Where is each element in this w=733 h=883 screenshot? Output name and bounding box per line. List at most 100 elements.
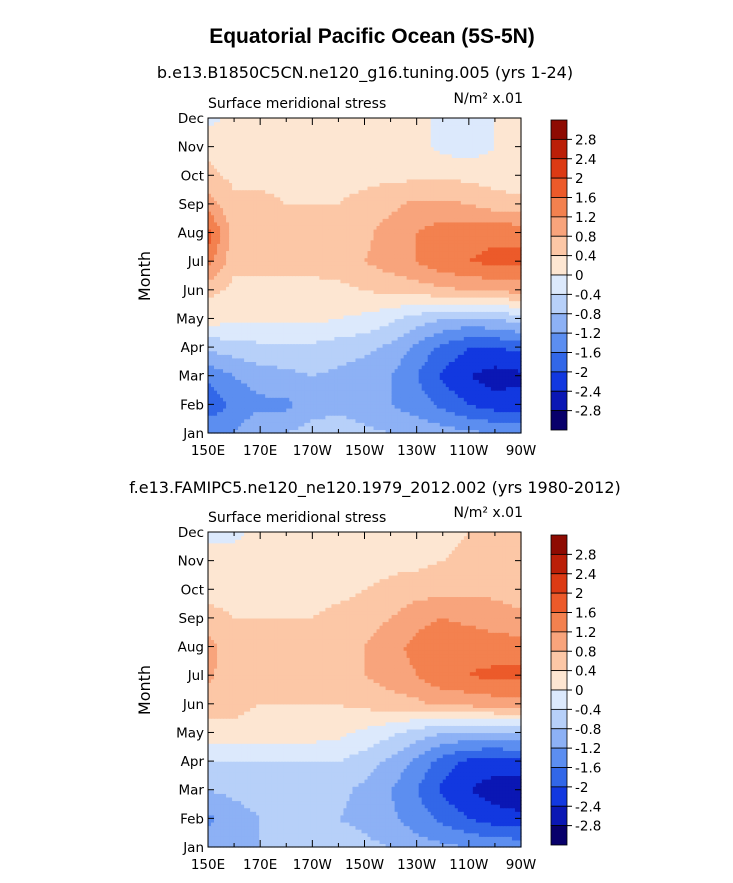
contour-cell — [262, 314, 266, 320]
contour-cell — [337, 282, 342, 287]
contour-cell — [217, 386, 221, 391]
contour-cell — [403, 336, 408, 341]
contour-cell — [244, 368, 248, 373]
contour-cell — [277, 372, 281, 377]
contour-cell — [358, 339, 363, 345]
contour-cell — [313, 293, 317, 298]
contour-cell — [358, 425, 363, 431]
contour-cell — [484, 296, 489, 302]
contour-cell — [460, 386, 465, 391]
contour-cell — [259, 286, 263, 291]
contour-cell — [475, 304, 480, 309]
contour-cell — [454, 411, 459, 416]
contour-cell — [265, 347, 269, 352]
contour-cell — [262, 411, 266, 416]
contour-cell — [280, 332, 284, 337]
contour-cell — [331, 382, 335, 388]
contour-cell — [484, 336, 489, 341]
contour-cell — [361, 397, 366, 402]
contour-cell — [364, 393, 369, 398]
contour-cell — [247, 350, 251, 355]
contour-cell — [277, 422, 281, 427]
contour-cell — [373, 425, 378, 431]
contour-cell — [397, 425, 402, 431]
contour-cell — [439, 382, 444, 388]
contour-cell — [307, 411, 311, 416]
contour-cell — [406, 425, 411, 431]
contour-cell — [370, 279, 375, 284]
contour-cell — [385, 336, 390, 341]
contour-cell — [472, 282, 477, 287]
contour-cell — [277, 354, 281, 359]
contour-cell — [232, 407, 236, 413]
contour-cell — [277, 311, 281, 316]
contour-cell — [253, 386, 257, 391]
contour-cell — [463, 425, 468, 431]
contour-cell — [250, 422, 254, 427]
contour-cell — [451, 411, 456, 416]
contour-cell — [505, 368, 510, 373]
contour-cell — [424, 293, 429, 298]
contour-cell — [280, 368, 284, 373]
contour-cell — [286, 390, 290, 395]
contour-cell — [469, 354, 474, 359]
contour-cell — [499, 382, 504, 388]
contour-cell — [415, 300, 420, 305]
contour-cell — [271, 404, 275, 409]
contour-cell — [352, 415, 357, 420]
contour-cell — [352, 279, 357, 284]
contour-cell — [220, 400, 224, 405]
contour-cell — [376, 372, 381, 377]
contour-cell — [460, 425, 465, 431]
contour-cell — [208, 390, 212, 395]
contour-cell — [439, 329, 444, 334]
contour-cell — [247, 393, 251, 398]
contour-cell — [244, 339, 248, 345]
contour-cell — [457, 400, 462, 405]
contour-cell — [241, 429, 245, 434]
contour-cell — [439, 429, 444, 434]
contour-cell — [226, 425, 230, 431]
contour-cell — [451, 382, 456, 388]
contour-cell — [280, 347, 284, 352]
contour-cell — [214, 304, 218, 309]
contour-cell — [373, 393, 378, 398]
contour-cell — [220, 354, 224, 359]
contour-cell — [403, 354, 408, 359]
contour-cell — [349, 375, 354, 380]
contour-cell — [358, 429, 363, 434]
contour-cell — [286, 375, 290, 380]
contour-cell — [442, 289, 447, 294]
contour-cell — [259, 339, 263, 345]
contour-cell — [325, 325, 329, 330]
contour-cell — [496, 286, 501, 291]
contour-cell — [268, 372, 272, 377]
contour-cell — [367, 311, 372, 316]
contour-cell — [253, 357, 257, 363]
contour-cell — [475, 279, 480, 284]
contour-cell — [511, 372, 516, 377]
contour-cell — [307, 397, 311, 402]
contour-cell — [301, 339, 305, 345]
figure-title: Equatorial Pacific Ocean (5S-5N) — [209, 25, 535, 48]
contour-cell — [238, 422, 242, 427]
contour-cell — [496, 361, 501, 366]
contour-cell — [460, 332, 465, 337]
contour-cell — [463, 311, 468, 316]
contour-cell — [481, 322, 486, 327]
contour-cell — [265, 293, 269, 298]
contour-cell — [298, 418, 302, 423]
contour-cell — [337, 347, 342, 352]
contour-cell — [385, 407, 390, 413]
contour-cell — [406, 339, 411, 345]
contour-cell — [298, 289, 302, 294]
contour-cell — [262, 332, 266, 337]
contour-cell — [376, 307, 381, 312]
contour-cell — [511, 400, 516, 405]
contour-cell — [349, 329, 354, 334]
contour-cell — [469, 311, 474, 316]
contour-cell — [301, 314, 305, 320]
contour-cell — [373, 415, 378, 420]
contour-cell — [448, 386, 453, 391]
contour-cell — [226, 368, 230, 373]
